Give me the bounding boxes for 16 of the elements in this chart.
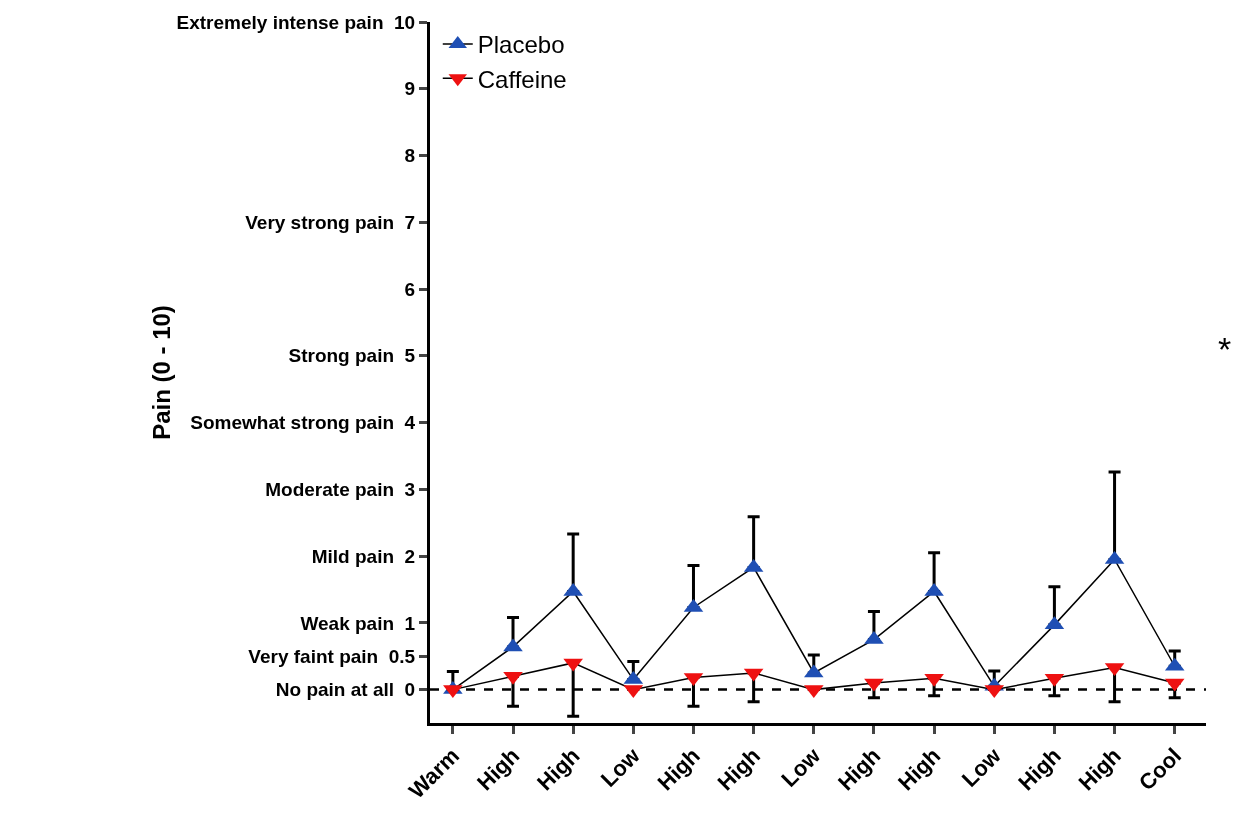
y-tick-label: Very strong pain 7 — [245, 211, 416, 233]
y-tick-label: Moderate pain 3 — [265, 478, 416, 500]
text: * — [1218, 330, 1232, 368]
y-tick-label: 8 — [404, 145, 416, 167]
y-tick-label: 9 — [404, 78, 416, 100]
y-axis-title: Pain (0 - 10) — [147, 305, 175, 440]
legend-label: Caffeine — [477, 65, 567, 93]
y-tick-label: 6 — [404, 278, 416, 300]
y-tick-label: Very faint pain 0.5 — [248, 645, 416, 667]
y-tick-label: Extremely intense pain 10 — [176, 11, 416, 33]
y-tick-label: No pain at all 0 — [275, 679, 416, 701]
y-tick-label: Somewhat strong pain 4 — [190, 412, 416, 434]
legend-label: Placebo — [477, 31, 565, 59]
y-tick-label: Mild pain 2 — [311, 545, 416, 567]
y-tick-label: Strong pain 5 — [288, 345, 416, 367]
y-tick-label: Weak pain 1 — [300, 612, 416, 634]
